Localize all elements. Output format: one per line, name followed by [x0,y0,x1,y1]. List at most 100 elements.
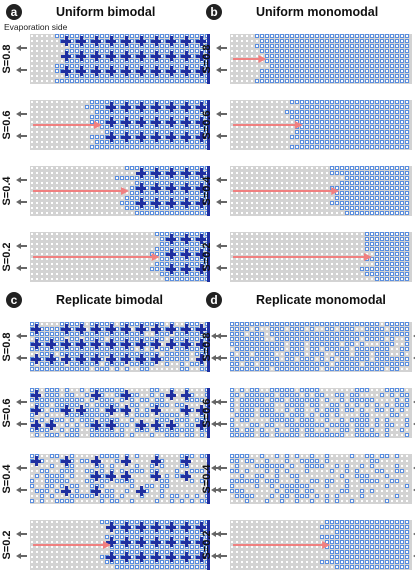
solid-grain [106,238,108,240]
solid-grain [41,80,43,82]
solid-grain [121,278,123,280]
solid-grain [231,121,233,123]
solid-grain [111,167,113,169]
solid-grain [306,172,308,174]
solid-grain [96,121,98,123]
solid-grain [251,70,253,72]
solid-grain [356,172,358,174]
solid-grain [396,141,398,143]
solid-grain [196,65,198,67]
solid-grain [181,167,183,169]
solid-grain [151,75,153,77]
solid-grain [181,248,183,250]
solid-grain [141,253,143,255]
solid-grain [176,263,178,265]
solid-grain [341,111,343,113]
solid-grain [401,146,403,148]
solid-grain [81,106,83,108]
solid-grain [321,182,323,184]
solid-grain [136,111,138,113]
large-throat-horizontal [181,238,191,241]
solid-grain [131,273,133,275]
solid-grain [41,146,43,148]
solid-grain [176,146,178,148]
solid-grain [126,248,128,250]
solid-grain [271,35,273,37]
solid-grain [256,60,258,62]
solid-grain [66,167,68,169]
solid-grain [131,258,133,260]
solid-grain [56,116,58,118]
solid-grain [96,233,98,235]
solid-grain [126,263,128,265]
solid-grain [316,35,318,37]
solid-grain [396,187,398,189]
solid-grain [96,111,98,113]
solid-grain [56,187,58,189]
solid-grain [136,116,138,118]
solid-grain [141,278,143,280]
solid-grain [361,136,363,138]
solid-grain [311,70,313,72]
solid-grain [116,116,118,118]
solid-grain [61,177,63,179]
solid-grain [231,75,233,77]
solid-grain [81,258,83,260]
solid-grain [121,35,123,37]
solid-grain [56,55,58,57]
solid-grain [316,116,318,118]
solid-grain [256,106,258,108]
solid-grain [321,116,323,118]
solid-grain [136,177,138,179]
solid-grain [356,45,358,47]
solid-grain [51,136,53,138]
solid-grain [321,45,323,47]
solid-grain [116,35,118,37]
solid-grain [66,278,68,280]
solid-grain [356,75,358,77]
solid-grain [106,35,108,37]
solid-grain [371,45,373,47]
solid-grain [396,60,398,62]
solid-grain [76,80,78,82]
solid-grain [51,192,53,194]
solid-grain [146,192,148,194]
solid-grain [41,253,43,255]
solid-grain [121,263,123,265]
solid-grain [51,253,53,255]
solid-grain [251,141,253,143]
solid-grain [46,141,48,143]
solid-grain [101,60,103,62]
solid-grain [101,212,103,214]
solid-grain [336,126,338,128]
solid-grain [306,177,308,179]
solid-grain [146,146,148,148]
solid-grain [31,75,33,77]
solid-grain [256,167,258,169]
solid-grain [121,253,123,255]
solid-grain [376,35,378,37]
solid-grain [96,177,98,179]
solid-grain [106,187,108,189]
solid-grain [101,187,103,189]
solid-grain [306,60,308,62]
solid-grain [306,45,308,47]
solid-grain [31,273,33,275]
solid-grain [86,167,88,169]
solid-grain [241,45,243,47]
solid-grain [71,70,73,72]
solid-grain [196,197,198,199]
solid-grain [316,126,318,128]
solid-grain [151,243,153,245]
solid-grain [336,141,338,143]
solid-grain [381,141,383,143]
solid-grain [296,40,298,42]
solid-grain [356,50,358,52]
solid-grain [121,238,123,240]
solid-grain [61,263,63,265]
solid-grain [231,197,233,199]
solid-grain [86,106,88,108]
solid-grain [286,146,288,148]
solid-grain [96,187,98,189]
solid-grain [356,182,358,184]
